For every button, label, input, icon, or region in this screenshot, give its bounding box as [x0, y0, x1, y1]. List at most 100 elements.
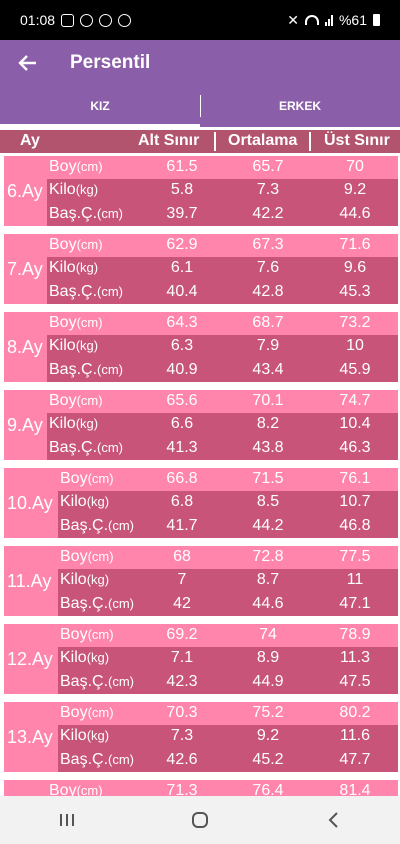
percentile-list[interactable]: 6.Ay Boy(cm) 61.5 65.7 70 Kilo(kg) 5.8 7.3 9.2 Ba… [0, 156, 400, 796]
value-mid: 43.4 [252, 360, 284, 378]
row-kilo: Kilo(kg) 5.8 7.3 9.2 [47, 179, 398, 203]
measure-name: Baş.Ç. [60, 594, 109, 612]
row-kilo: Kilo(kg) 6.1 7.6 9.6 [47, 257, 398, 281]
page-title: Persentil [70, 51, 151, 73]
mute-icon: ✕ [287, 11, 299, 28]
row-label-kilo: Kilo(kg) [60, 571, 109, 589]
value-high: 11.6 [340, 727, 370, 745]
measure-unit: (cm) [87, 627, 114, 642]
value-low: 6.1 [170, 259, 194, 277]
recent-apps-icon[interactable] [37, 800, 97, 840]
measure-unit: (cm) [108, 673, 135, 689]
value-mid: 67.3 [252, 236, 284, 253]
value-mid: 8.5 [256, 493, 280, 511]
month-label: 9.Ay [7, 414, 43, 435]
value-high: 77.5 [339, 548, 371, 565]
value-mid: 42.2 [252, 204, 284, 222]
value-low: 40.9 [166, 360, 198, 378]
row-label-kilo: Kilo(kg) [60, 727, 109, 745]
month-label: 7.Ay [7, 258, 43, 279]
measure-unit: (kg) [86, 494, 110, 510]
value-high: 81.4 [339, 782, 371, 796]
battery-icon [373, 14, 380, 26]
value-low: 42.6 [166, 750, 198, 768]
row-bas: Baş.Ç.(cm) 39.7 42.2 44.6 [47, 202, 398, 226]
value-low: 41.3 [166, 438, 198, 456]
value-high: 47.7 [339, 750, 371, 768]
column-divider [214, 132, 216, 151]
back-arrow-icon[interactable] [0, 40, 56, 85]
value-low: 66.8 [166, 470, 198, 487]
home-icon[interactable] [170, 800, 230, 840]
row-label-boy: Boy(cm) [60, 470, 114, 488]
value-mid: 45.2 [252, 750, 284, 768]
value-low: 6.6 [170, 415, 194, 433]
app-bar: Persentil [0, 40, 400, 85]
row-boy: Boy(cm) 61.5 65.7 70 [47, 156, 398, 180]
value-high: 78.9 [339, 626, 371, 643]
measure-unit: (cm) [87, 549, 114, 564]
back-nav-icon[interactable] [303, 800, 363, 840]
header-mid: Ortalama [228, 132, 298, 149]
heart-app-icon [80, 13, 94, 27]
row-label-bas: Baş.Ç.(cm) [60, 751, 134, 769]
row-bas: Baş.Ç.(cm) 40.4 42.8 45.3 [47, 280, 398, 304]
column-divider [309, 132, 311, 151]
row-kilo: Kilo(kg) 7.3 9.2 11.6 [58, 725, 398, 749]
value-high: 71.6 [339, 236, 371, 253]
value-mid: 9.2 [256, 727, 280, 745]
month-block: 12.Ay Boy(cm) 69.2 74 78.9 Kilo(kg) 7.1 8.9 11.3… [4, 624, 398, 694]
measure-name: Baş.Ç. [60, 750, 109, 768]
month-block: 10.Ay Boy(cm) 66.8 71.5 76.1 Kilo(kg) 6.8 8.5 10… [4, 468, 398, 538]
value-high: 46.3 [339, 438, 371, 456]
value-high: 46.8 [339, 516, 371, 534]
value-low: 42.3 [166, 672, 198, 690]
header-month: Ay [20, 132, 40, 149]
measure-name: Baş.Ç. [49, 204, 98, 222]
value-mid: 42.8 [252, 282, 284, 300]
row-label-kilo: Kilo(kg) [60, 649, 109, 667]
row-label-kilo: Kilo(kg) [49, 181, 98, 199]
month-block: Boy(cm)71.376.481.4Kilo(kg)Baş.Ç.(cm) [4, 780, 398, 796]
measure-unit: (cm) [97, 205, 124, 221]
measure-name: Boy [49, 158, 77, 175]
tab-kiz-label: KIZ [90, 99, 110, 113]
month-label: 8.Ay [7, 336, 43, 357]
value-low: 64.3 [166, 314, 198, 331]
value-high: 47.1 [339, 594, 371, 612]
value-mid: 43.8 [252, 438, 284, 456]
measure-unit: (kg) [75, 338, 99, 354]
status-bar: 01:08 ✕ %61 [0, 0, 400, 40]
value-low: 68 [173, 548, 191, 565]
value-high: 10 [346, 337, 364, 355]
tab-kiz[interactable]: KIZ [0, 85, 200, 127]
value-low: 5.8 [170, 181, 194, 199]
row-label-bas: Baş.Ç.(cm) [49, 439, 123, 457]
row-kilo: Kilo(kg) 6.8 8.5 10.7 [58, 491, 398, 515]
value-high: 45.3 [339, 282, 371, 300]
value-mid: 7.9 [256, 337, 280, 355]
measure-unit: (kg) [86, 728, 110, 744]
value-mid: 8.2 [256, 415, 280, 433]
row-boy: Boy(cm) 64.3 68.7 73.2 [47, 312, 398, 336]
measure-name: Boy [49, 236, 77, 253]
value-high: 11.3 [340, 649, 370, 667]
table-header: Ay Alt Sınır Ortalama Üst Sınır [0, 130, 400, 153]
measure-name: Kilo [60, 493, 87, 511]
value-low: 61.5 [166, 158, 198, 175]
measure-name: Kilo [60, 649, 87, 667]
system-nav-bar [0, 796, 400, 844]
value-low: 42 [173, 594, 191, 612]
measure-name: Boy [60, 470, 88, 487]
value-mid: 8.7 [256, 571, 280, 589]
month-label: 10.Ay [7, 492, 53, 513]
value-high: 10.7 [339, 493, 371, 511]
value-high: 76.1 [339, 470, 371, 487]
measure-unit: (cm) [76, 393, 103, 408]
measure-unit: (cm) [97, 361, 124, 377]
row-label-boy: Boy(cm) [60, 704, 114, 722]
value-low: 40.4 [166, 282, 198, 300]
tab-erkek[interactable]: ERKEK [200, 85, 400, 127]
month-block: 11.Ay Boy(cm) 68 72.8 77.5 Kilo(kg) 7 8.7 11 Baş.… [4, 546, 398, 616]
measure-name: Kilo [49, 337, 76, 355]
